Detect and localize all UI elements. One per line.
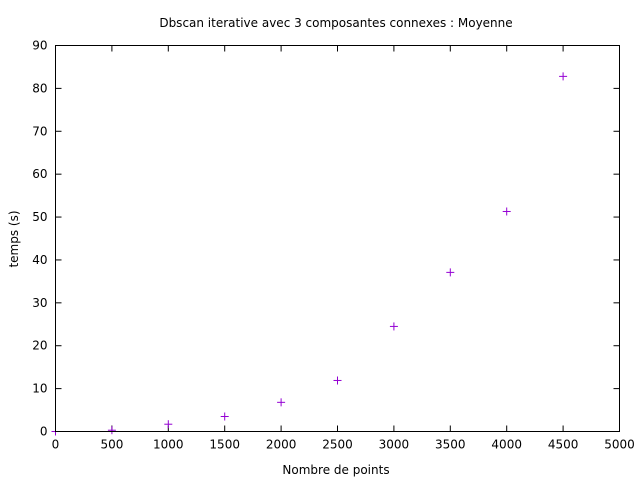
x-tick-label: 1000 (153, 438, 184, 452)
data-point (502, 207, 511, 216)
x-tick-label: 3500 (435, 438, 466, 452)
axes: 0 500 1000 1500 2000 2500 3000 3500 4000 4500 5000… (32, 39, 635, 452)
y-tick-label: 0 (40, 425, 48, 439)
x-tick-label: 5000 (604, 438, 635, 452)
y-tick-label: 20 (32, 339, 47, 353)
y-tick-label: 80 (32, 81, 47, 95)
chart-title: Dbscan iterative avec 3 composantes conn… (159, 16, 512, 30)
data-point (220, 412, 229, 421)
x-axis-title: Nombre de points (282, 463, 389, 477)
data-point (277, 398, 286, 407)
x-tick-label: 2000 (266, 438, 297, 452)
x-tick-label: 500 (100, 438, 123, 452)
y-tick-label: 10 (32, 382, 47, 396)
data-point (333, 376, 342, 385)
data-point (446, 268, 455, 277)
y-tick-label: 70 (32, 124, 47, 138)
x-tick-label: 1500 (209, 438, 240, 452)
y-tick-label: 60 (32, 167, 47, 181)
x-tick-label: 3000 (379, 438, 410, 452)
y-tick-label: 30 (32, 296, 47, 310)
data-point (107, 426, 116, 435)
y-tick-label: 40 (32, 253, 47, 267)
y-tick-label: 90 (32, 39, 47, 53)
x-tick-label: 4000 (491, 438, 522, 452)
y-tick-label: 50 (32, 210, 47, 224)
x-tick-label: 0 (52, 438, 60, 452)
plot-frame (55, 45, 620, 432)
data-points (51, 72, 568, 436)
data-point (559, 72, 568, 81)
x-tick-label: 2500 (322, 438, 353, 452)
data-point (389, 322, 398, 331)
x-tick-label: 4500 (548, 438, 579, 452)
data-point (164, 420, 173, 429)
y-axis-title: temps (s) (7, 210, 21, 267)
